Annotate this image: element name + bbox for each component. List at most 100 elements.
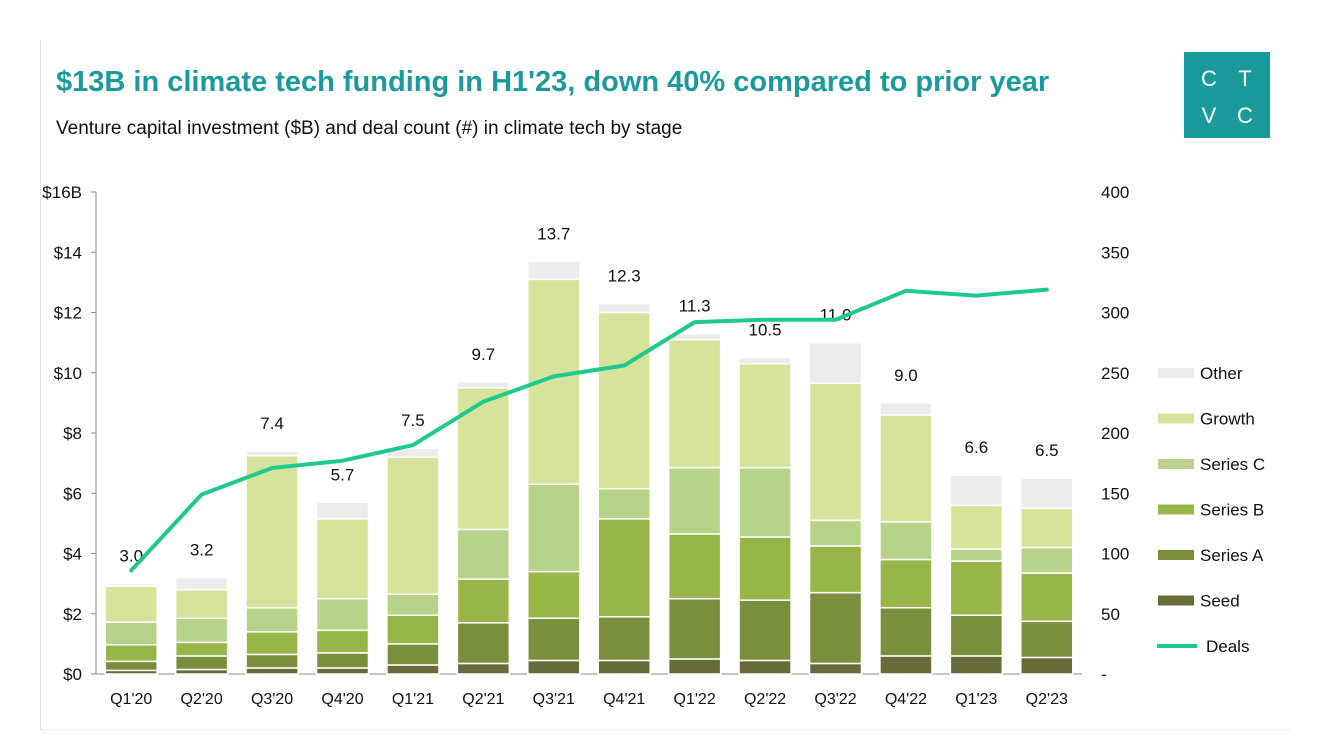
bar-segment-seed — [808, 662, 863, 675]
bar-segment-series-c — [456, 528, 511, 580]
bar-segment-other — [456, 381, 511, 389]
bar-segment-other — [174, 576, 229, 591]
bar-segment-series-a — [667, 597, 722, 660]
bar-segment-series-c — [245, 606, 299, 633]
y-right-tick-label: 300 — [1101, 304, 1129, 323]
bar-segment-series-c — [527, 483, 581, 573]
legend-swatch-series-c — [1158, 459, 1194, 469]
y-right-tick-label: 100 — [1101, 545, 1129, 564]
bar-segment-growth — [597, 311, 651, 490]
bar-segment-other — [104, 582, 158, 587]
deals-line — [129, 287, 1049, 573]
bar-segment-seed — [738, 659, 792, 675]
bar-segment-growth — [738, 362, 792, 469]
bar-segment-series-a — [597, 616, 651, 662]
bar-segment-series-a — [456, 622, 511, 665]
bar-segment-series-a — [386, 643, 440, 666]
bar-segment-series-c — [738, 466, 792, 538]
y-right-tick-label: - — [1101, 665, 1107, 684]
bar-segment-series-a — [949, 614, 1004, 657]
bar-total-label: 11.3 — [679, 297, 711, 316]
legend-swatch-seed — [1158, 595, 1194, 606]
y-right-tick-label: 250 — [1101, 364, 1129, 383]
ctvc-logo: C T V C — [1184, 52, 1270, 138]
bar-segment-seed — [456, 662, 511, 675]
logo-letter: C — [1201, 66, 1217, 91]
bar-segment-seed — [315, 667, 370, 675]
bar-segment-series-a — [738, 599, 792, 662]
bar-segment-growth — [1020, 507, 1074, 549]
bar-segment-series-b — [738, 536, 792, 601]
bar-segment-growth — [386, 456, 440, 595]
bar-total-label: 6.6 — [965, 438, 989, 457]
bar-total-label: 9.7 — [472, 345, 496, 364]
y-left-tick-label: $10 — [54, 364, 82, 383]
x-tick-label: Q1'22 — [674, 691, 716, 708]
bar-total-label: 7.4 — [260, 414, 284, 433]
legend-swatch-series-a — [1158, 550, 1194, 560]
bar-segment-growth — [456, 387, 511, 531]
legend-label-deals: Deals — [1206, 637, 1249, 656]
bar-segment-series-c — [104, 621, 158, 646]
bar-segment-series-a — [245, 653, 299, 669]
bar-segment-growth — [315, 518, 370, 600]
legend-label-series-c: Series C — [1200, 455, 1265, 474]
bar-segment-seed — [597, 659, 651, 675]
logo-letter: C — [1237, 103, 1253, 128]
bar-segment-series-b — [386, 614, 440, 645]
bar-segment-series-a — [808, 591, 863, 665]
y-left-tick-label: $6 — [63, 484, 82, 503]
bar-segment-series-a — [527, 617, 581, 662]
bar-segment-seed — [386, 664, 440, 675]
bar-segment-seed — [949, 655, 1004, 675]
bar-segment-growth — [245, 454, 299, 609]
bar-segment-series-a — [1020, 620, 1074, 659]
bar-segment-other — [879, 402, 933, 416]
bar-segment-other — [949, 474, 1004, 507]
bar-segment-seed — [527, 659, 581, 675]
logo-letter: V — [1201, 103, 1217, 128]
x-tick-label: Q1'20 — [110, 691, 152, 708]
x-tick-label: Q3'21 — [533, 691, 575, 708]
bar-segment-seed — [245, 667, 299, 675]
bar-segment-series-a — [174, 655, 229, 671]
bar-segment-other — [597, 302, 651, 314]
frame-bottom-rule — [40, 729, 1290, 730]
bar-segment-series-b — [808, 545, 863, 594]
x-tick-label: Q2'21 — [462, 691, 504, 708]
bar-total-label: 9.0 — [894, 366, 918, 385]
bar-total-label: 3.2 — [190, 541, 214, 560]
x-tick-label: Q1'23 — [955, 691, 997, 708]
y-left-tick-label: $0 — [63, 665, 82, 684]
bar-segment-series-b — [879, 558, 933, 609]
y-left-tick-label: $12 — [54, 304, 82, 323]
bar-total-label: 13.7 — [537, 224, 570, 243]
bar-segment-series-b — [527, 570, 581, 620]
y-left-tick-label: $4 — [63, 545, 82, 564]
logo-letter: T — [1238, 66, 1252, 91]
y-right-tick-label: 50 — [1101, 605, 1120, 624]
x-tick-label: Q2'23 — [1026, 691, 1068, 708]
bar-segment-series-b — [667, 533, 722, 600]
page-title: $13B in climate tech funding in H1'23, d… — [56, 66, 1050, 98]
x-tick-label: Q2'22 — [744, 691, 786, 708]
x-tick-label: Q1'21 — [392, 691, 434, 708]
y-right-tick-label: 350 — [1101, 243, 1129, 262]
bar-segment-other — [738, 356, 792, 365]
bar-segment-series-b — [456, 578, 511, 624]
page-subtitle: Venture capital investment ($B) and deal… — [56, 118, 683, 139]
bar-segment-series-b — [174, 641, 229, 657]
bar-segment-series-c — [315, 597, 370, 632]
bar-segment-growth — [667, 338, 722, 469]
bar-segment-other — [315, 501, 370, 520]
frame-left-rule — [40, 40, 41, 730]
bar-segment-series-c — [1020, 546, 1074, 574]
bar-total-label: 3.0 — [119, 547, 143, 566]
bar-segment-series-b — [597, 518, 651, 618]
bar-segment-series-a — [315, 652, 370, 669]
bar-segment-growth — [808, 382, 863, 522]
bar-segment-seed — [667, 658, 722, 675]
bar-segment-series-c — [949, 548, 1004, 562]
bar-segment-growth — [174, 588, 229, 620]
legend-label-other: Other — [1200, 364, 1243, 383]
